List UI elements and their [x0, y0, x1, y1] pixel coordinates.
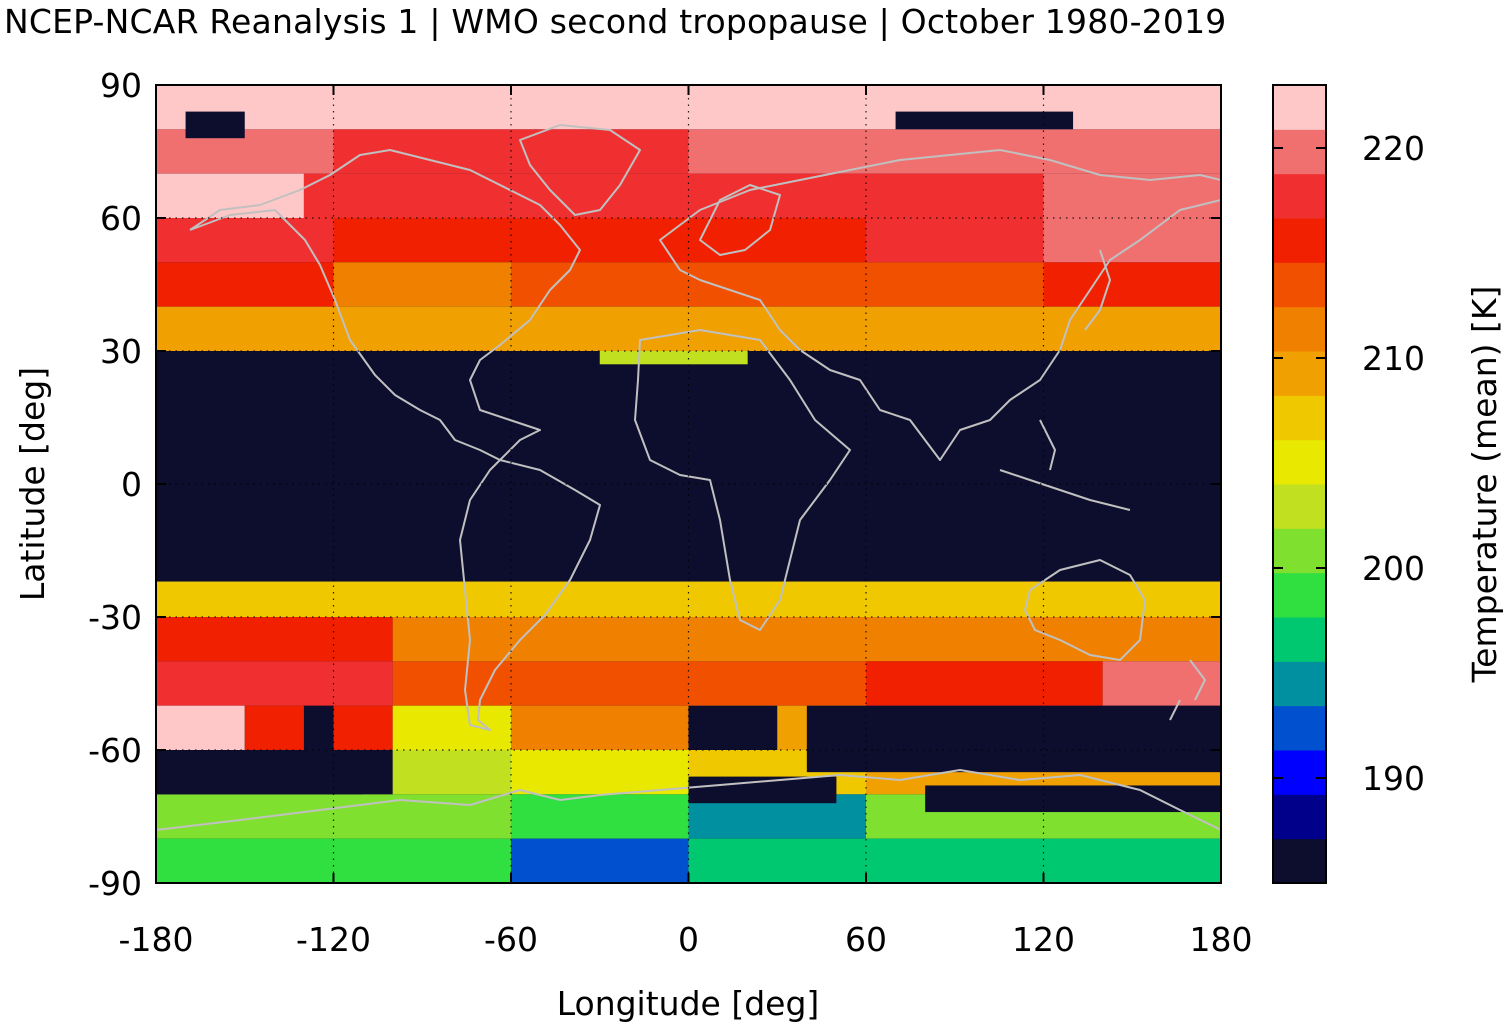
colorbar-segment: [1273, 218, 1326, 263]
heatmap-cell: [1043, 218, 1221, 263]
colorbar-segment: [1273, 838, 1326, 884]
heatmap-cell: [156, 306, 1221, 351]
x-tick-label: -60: [484, 920, 538, 959]
coastline-north-america: [189, 149, 581, 461]
coastline-layer: [156, 124, 1221, 831]
heatmap-cell: [688, 129, 866, 174]
colorbar-segment: [1273, 528, 1326, 574]
heatmap-cell: [392, 661, 689, 706]
coastline-eurasia: [659, 149, 1221, 461]
heatmap-cell: [1102, 661, 1221, 706]
heatmap-cell: [866, 173, 1044, 218]
heatmap-cell: [156, 794, 511, 839]
y-tick-label: -90: [88, 864, 142, 903]
heatmap-cell: [156, 617, 393, 662]
x-axis-label: Longitude [deg]: [557, 984, 820, 1023]
heatmap-cell: [156, 661, 393, 706]
colorbar-frame: [1272, 84, 1327, 884]
heatmap-cell: [303, 173, 689, 218]
colorbar-segment: [1273, 705, 1326, 751]
heatmap-cell: [511, 218, 866, 263]
heatmap-cell: [511, 705, 689, 750]
missing-data-region: [895, 111, 1074, 130]
y-axis-label: Latitude [deg]: [13, 367, 52, 601]
heatmap-cell: [866, 218, 1044, 263]
x-axis: -180 -120 -60 0 60 120 180: [119, 85, 1253, 959]
colorbar-segment: [1273, 617, 1326, 662]
coastline-south-america: [459, 459, 601, 731]
colorbar-segment: [1273, 484, 1326, 529]
heatmap-cell: [156, 173, 304, 218]
heatmap-cell: [156, 218, 334, 263]
colorbar-segment: [1273, 306, 1326, 352]
heatmap-cell: [156, 705, 245, 750]
heatmap-layer: [156, 85, 1221, 883]
colorbar-tick-label: 210: [1362, 339, 1425, 378]
coastline-indonesia: [999, 419, 1131, 511]
x-tick-label: 0: [678, 920, 699, 959]
colorbar-segment: [1273, 572, 1326, 618]
colorbar-segment: [1273, 661, 1326, 707]
missing-data-region: [688, 705, 778, 750]
colorbar-label: Temperature (mean) [K]: [1465, 286, 1504, 684]
missing-data-region: [925, 785, 1221, 813]
x-tick-label: -120: [296, 920, 371, 959]
missing-data-region: [806, 705, 1221, 773]
chart-title: NCEP-NCAR Reanalysis 1 | WMO second trop…: [4, 2, 1227, 41]
x-tick-label: 60: [845, 920, 887, 959]
y-tick-label: 90: [100, 66, 142, 105]
colorbar-tick-label: 220: [1362, 129, 1425, 168]
coastline-japan: [1084, 249, 1111, 331]
colorbar: 190 200 210 220: [1273, 85, 1425, 884]
heatmap-cell: [866, 262, 1044, 307]
heatmap-cell: [1043, 173, 1221, 218]
heatmap-cell: [688, 173, 866, 218]
colorbar-segment: [1273, 262, 1326, 308]
y-tick-label: -30: [88, 598, 142, 637]
missing-data-region: [156, 750, 393, 795]
heatmap-cell: [866, 661, 1103, 706]
coastline-greenland: [519, 124, 641, 216]
colorbar-segment: [1273, 85, 1326, 130]
colorbar-tick-label: 190: [1362, 759, 1425, 798]
heatmap-cell: [688, 661, 866, 706]
colorbar-segment: [1273, 129, 1326, 175]
colorbar-segment: [1273, 439, 1326, 485]
missing-data-region: [303, 705, 334, 750]
heatmap-cell: [1043, 262, 1221, 307]
heatmap-cell: [333, 262, 511, 307]
heatmap-cell: [688, 838, 1221, 883]
colorbar-segment: [1273, 750, 1326, 795]
y-tick-label: 30: [100, 332, 142, 371]
missing-data-region: [185, 111, 245, 139]
coastline-australia: [1024, 559, 1146, 661]
y-tick-label: -60: [88, 731, 142, 770]
x-tick-label: 120: [1012, 920, 1075, 959]
y-tick-label: 60: [100, 199, 142, 238]
colorbar-segment: [1273, 173, 1326, 219]
heatmap-cell: [333, 218, 511, 263]
y-axis: 90 60 30 0 -30 -60 -90: [88, 66, 1221, 903]
heatmap-cell: [156, 262, 334, 307]
coastline-africa: [634, 329, 851, 631]
heatmap-cell: [511, 794, 689, 839]
missing-data-region: [156, 364, 1221, 582]
y-tick-label: 0: [121, 465, 142, 504]
heatmap-cell: [511, 750, 689, 795]
heatmap-cell: [392, 705, 511, 750]
coastline-antarctica: [156, 769, 1221, 831]
heatmap-cell: [866, 129, 1044, 174]
coastline-scandinavia: [699, 184, 781, 256]
coastline-new-zealand: [1169, 659, 1206, 721]
heatmap-cell: [511, 838, 689, 883]
colorbar-tick-label: 200: [1362, 549, 1425, 588]
colorbar-segment: [1273, 395, 1326, 441]
colorbar-segment: [1273, 794, 1326, 840]
heatmap-cell: [392, 617, 1221, 662]
x-tick-label: -180: [119, 920, 194, 959]
x-tick-label: 180: [1190, 920, 1253, 959]
